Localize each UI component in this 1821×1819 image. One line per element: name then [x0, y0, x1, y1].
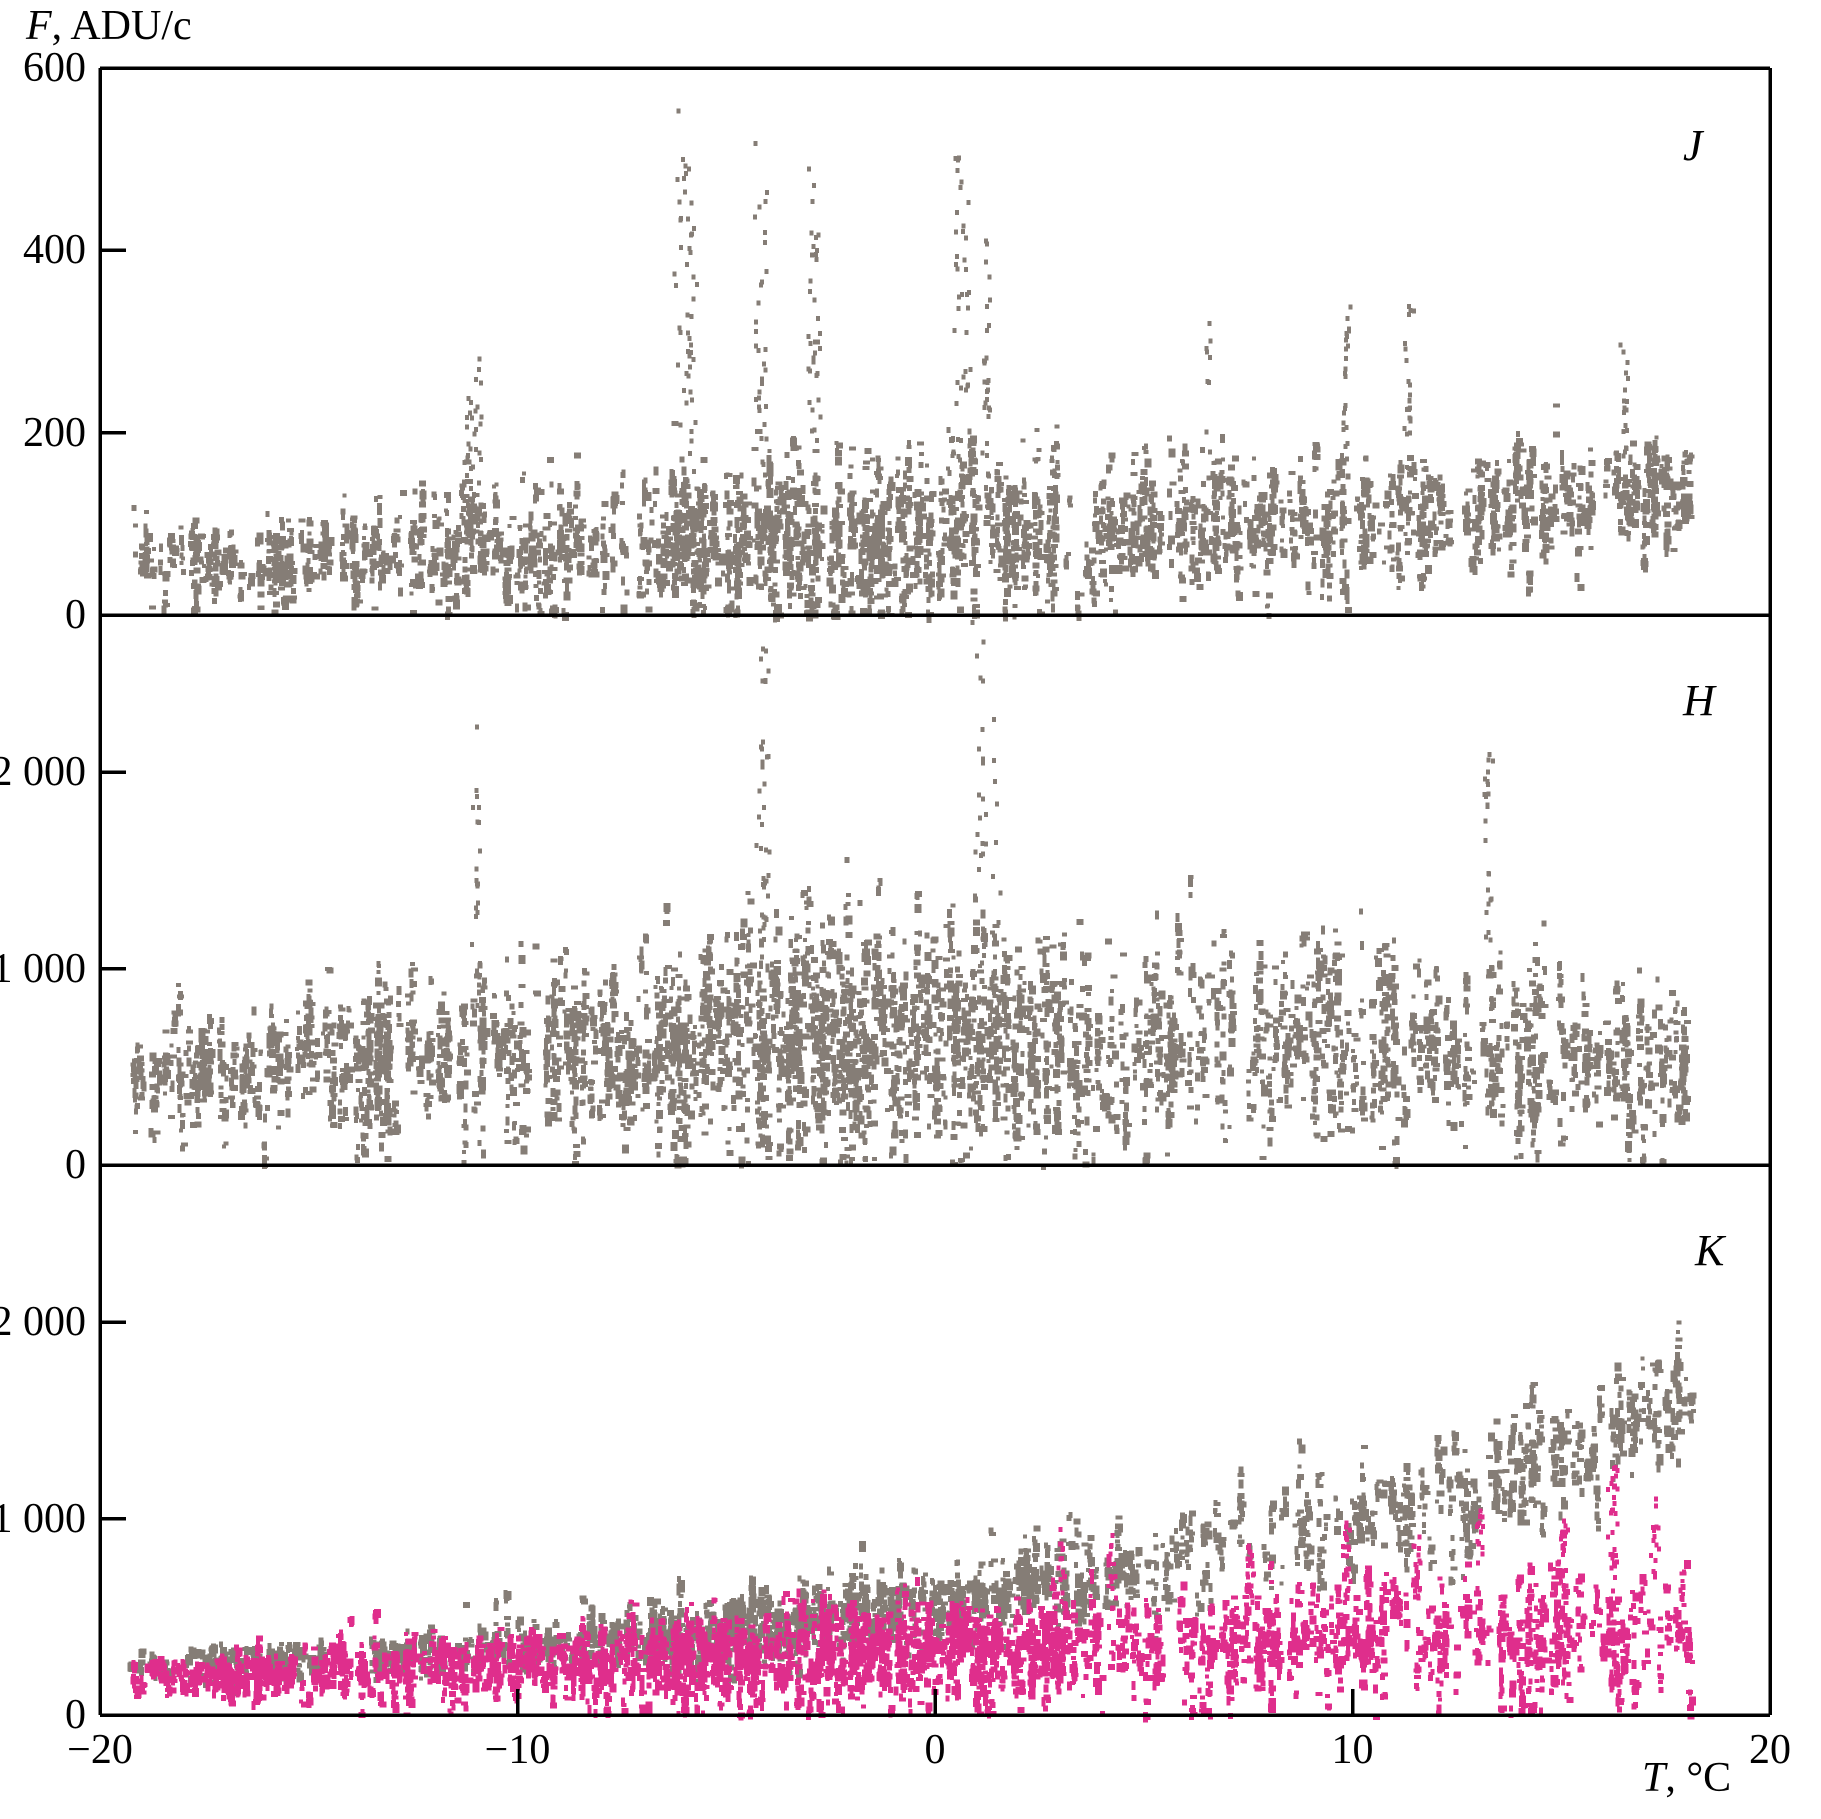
- y-tick-label-J-1: 200: [23, 409, 86, 457]
- panel-label-H: H: [1683, 675, 1715, 726]
- data-points-layer: [127, 108, 1697, 1723]
- panel-label-K: K: [1695, 1225, 1724, 1276]
- y-axis-units: , ADU/c: [52, 3, 192, 49]
- y-axis-symbol: F: [26, 3, 52, 49]
- panel-label-J: J: [1683, 120, 1703, 171]
- x-tick-label-2: 0: [925, 1726, 946, 1774]
- x-tick-label-1: −10: [485, 1726, 551, 1774]
- y-tick-label-H-2: 2 000: [0, 748, 86, 796]
- axis-frame-layer: [98, 66, 1772, 1717]
- x-tick-label-4: 20: [1749, 1726, 1791, 1774]
- x-tick-label-3: 10: [1332, 1726, 1374, 1774]
- y-tick-label-K-1: 1 000: [0, 1495, 86, 1543]
- y-tick-label-J-0: 0: [65, 591, 86, 639]
- x-axis-units: , °C: [1665, 1755, 1731, 1801]
- y-tick-label-J-3: 600: [23, 44, 86, 92]
- y-tick-label-H-0: 0: [65, 1141, 86, 1189]
- x-tick-label-0: −20: [67, 1726, 133, 1774]
- y-tick-label-K-2: 2 000: [0, 1298, 86, 1346]
- x-axis-title: T, °C: [1642, 1754, 1731, 1802]
- y-tick-label-H-1: 1 000: [0, 945, 86, 993]
- x-axis-symbol: T: [1642, 1755, 1665, 1801]
- y-tick-label-J-2: 400: [23, 226, 86, 274]
- y-tick-label-K-0: 0: [65, 1691, 86, 1739]
- y-axis-title: F, ADU/c: [26, 2, 192, 50]
